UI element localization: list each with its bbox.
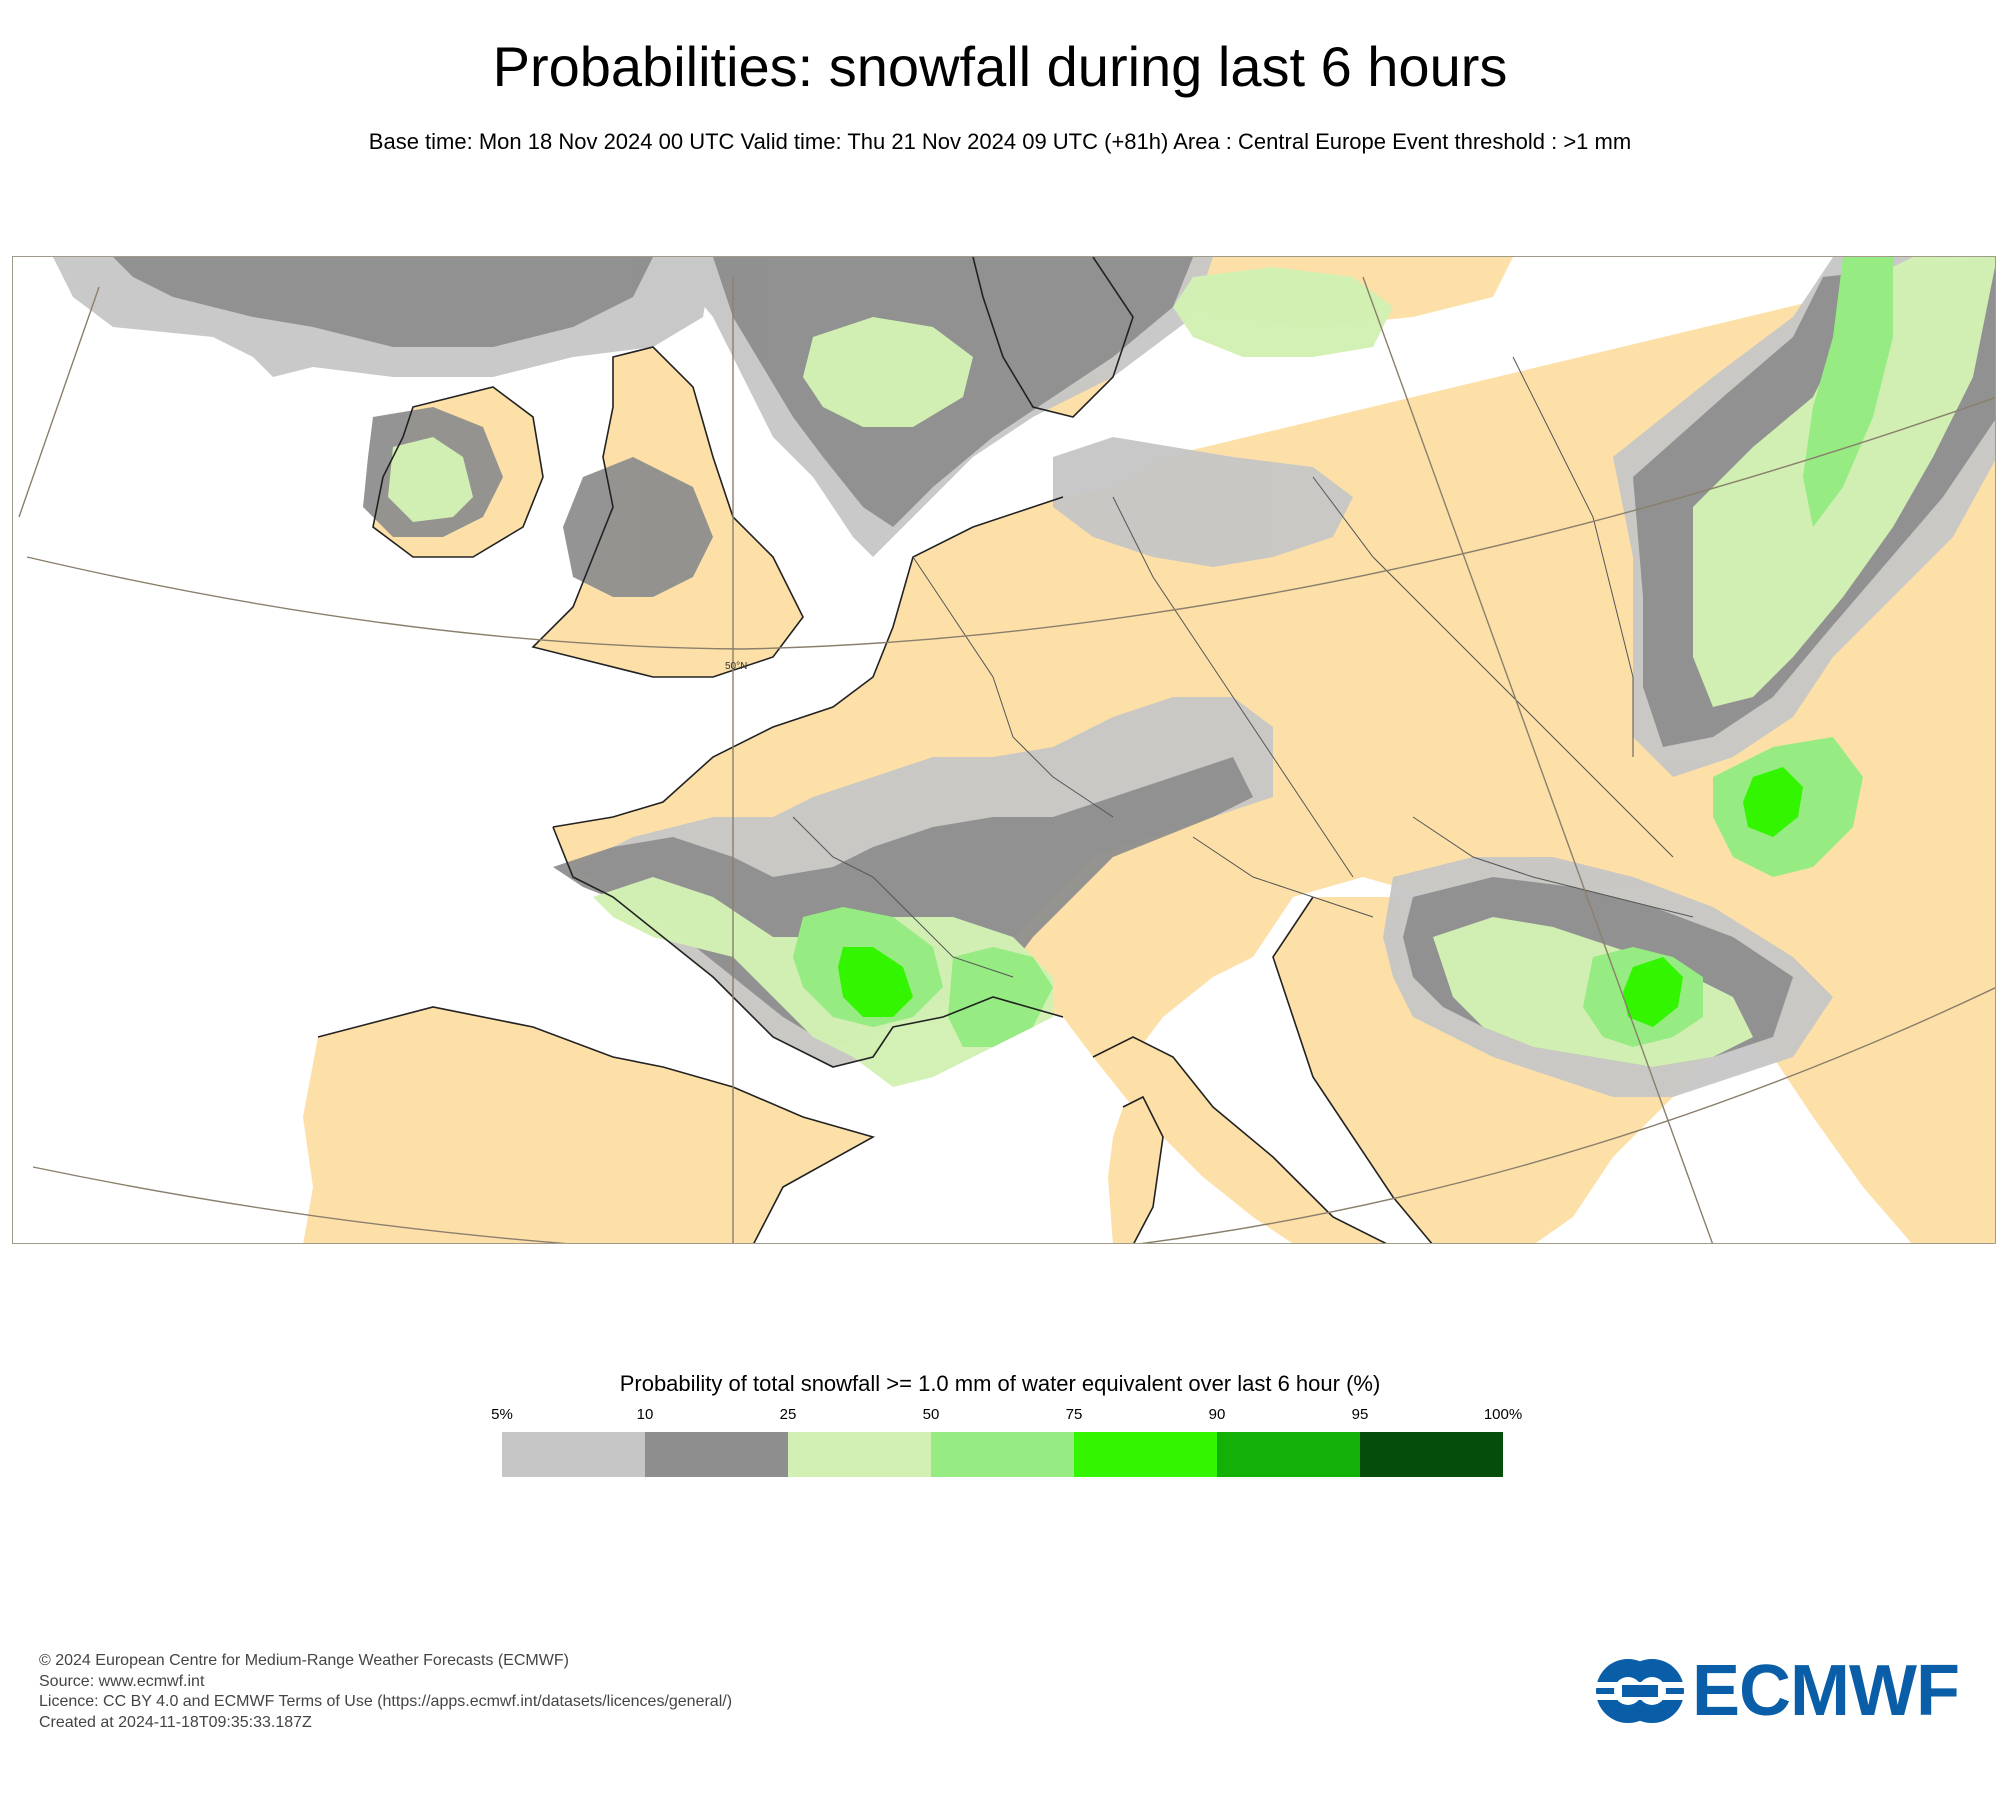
country-borders-layer bbox=[792, 356, 1694, 978]
map-svg: 50°N bbox=[13, 257, 1995, 1243]
legend-tick-label: 10 bbox=[636, 1406, 654, 1423]
logo-text: ECMWF bbox=[1692, 1651, 1960, 1731]
legend-tick-label: 100% bbox=[1483, 1406, 1523, 1423]
footer-line: Source: www.ecmwf.int bbox=[39, 1672, 205, 1690]
legend-swatch bbox=[502, 1432, 645, 1477]
legend-title: Probability of total snowfall >= 1.0 mm … bbox=[619, 1371, 1381, 1396]
footer-credits: © 2024 European Centre for Medium-Range … bbox=[39, 1651, 732, 1733]
legend-tick-label: 90 bbox=[1208, 1406, 1226, 1423]
ecmwf-logo: ECMWF bbox=[1592, 1651, 1970, 1731]
ecmwf-logo-icon bbox=[1592, 1659, 1688, 1723]
legend-swatch bbox=[931, 1432, 1074, 1477]
coastline-layer bbox=[317, 257, 1433, 1243]
chart-title: Probabilities: snowfall during last 6 ho… bbox=[492, 35, 1508, 98]
legend-tick-label: 5% bbox=[491, 1406, 513, 1423]
footer-line: Licence: CC BY 4.0 and ECMWF Terms of Us… bbox=[39, 1693, 733, 1710]
legend-swatch bbox=[788, 1432, 931, 1477]
latitude-label: 50°N bbox=[725, 661, 747, 672]
legend-swatch bbox=[1217, 1432, 1360, 1477]
legend-tick-label: 95 bbox=[1351, 1406, 1369, 1423]
footer-line: © 2024 European Centre for Medium-Range … bbox=[39, 1652, 569, 1669]
legend-colorbar bbox=[502, 1432, 1503, 1477]
probability-75pct-layer bbox=[838, 767, 1803, 1027]
legend-swatch bbox=[645, 1432, 788, 1477]
legend-swatch bbox=[1360, 1432, 1503, 1477]
graticule-layer bbox=[18, 276, 1995, 1243]
legend-tick-label: 75 bbox=[1065, 1406, 1083, 1423]
chart-subtitle: Base time: Mon 18 Nov 2024 00 UTC Valid … bbox=[368, 129, 1632, 154]
map-panel: 50°N bbox=[12, 256, 1996, 1244]
legend-tick-label: 50 bbox=[922, 1406, 940, 1423]
legend-tick-label: 25 bbox=[779, 1406, 797, 1423]
legend-swatch bbox=[1074, 1432, 1217, 1477]
footer-line: Created at 2024-11-18T09:35:33.187Z bbox=[39, 1713, 312, 1731]
